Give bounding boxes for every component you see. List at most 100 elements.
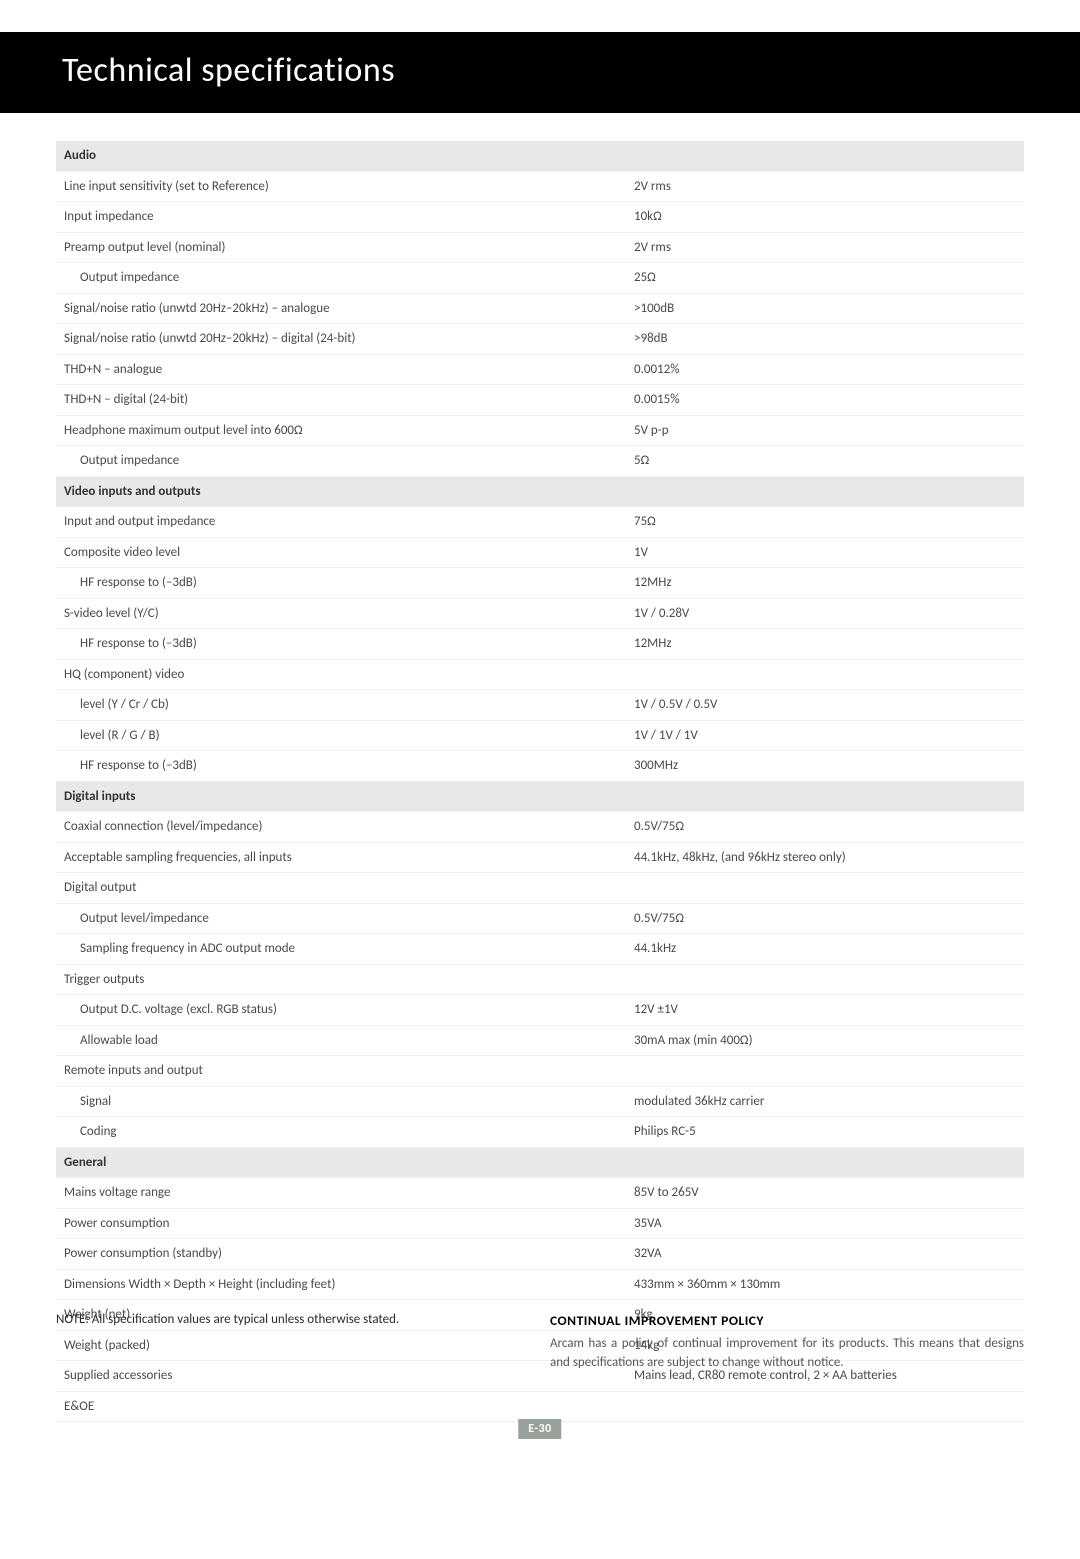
table-row: S-video level (Y/C)1V / 0.28V xyxy=(56,598,1024,629)
spec-label: THD+N – digital (24-bit) xyxy=(56,385,626,416)
spec-table: AudioLine input sensitivity (set to Refe… xyxy=(56,141,1024,1422)
spec-label: Acceptable sampling frequencies, all inp… xyxy=(56,842,626,873)
spec-value: 0.0012% xyxy=(626,354,1024,385)
table-row: Acceptable sampling frequencies, all inp… xyxy=(56,842,1024,873)
content: AudioLine input sensitivity (set to Refe… xyxy=(0,113,1080,1422)
spec-value: 12MHz xyxy=(626,568,1024,599)
spec-value: >100dB xyxy=(626,293,1024,324)
spec-label: Power consumption xyxy=(56,1208,626,1239)
spec-value: 5Ω xyxy=(626,446,1024,477)
spec-label: S-video level (Y/C) xyxy=(56,598,626,629)
table-row: HF response to (–3dB)12MHz xyxy=(56,629,1024,660)
spec-label: THD+N – analogue xyxy=(56,354,626,385)
table-row: Power consumption35VA xyxy=(56,1208,1024,1239)
table-row: THD+N – digital (24-bit)0.0015% xyxy=(56,385,1024,416)
footer-note: NOTE: All specification values are typic… xyxy=(56,1312,530,1373)
spec-value: Philips RC-5 xyxy=(626,1117,1024,1148)
spec-label: Output level/impedance xyxy=(56,903,626,934)
spec-value xyxy=(626,1391,1024,1422)
table-row: Preamp output level (nominal)2V rms xyxy=(56,232,1024,263)
spec-label: Line input sensitivity (set to Reference… xyxy=(56,171,626,202)
spec-value: 10kΩ xyxy=(626,202,1024,233)
policy-heading: CONTINUAL IMPROVEMENT POLICY xyxy=(550,1312,1024,1329)
table-row: Signalmodulated 36kHz carrier xyxy=(56,1086,1024,1117)
spec-label: Remote inputs and output xyxy=(56,1056,626,1087)
table-row: Allowable load30mA max (min 400Ω) xyxy=(56,1025,1024,1056)
spec-value: >98dB xyxy=(626,324,1024,355)
footer-policy: CONTINUAL IMPROVEMENT POLICY Arcam has a… xyxy=(550,1312,1024,1373)
spec-label: Mains voltage range xyxy=(56,1178,626,1209)
spec-label: HQ (component) video xyxy=(56,659,626,690)
policy-body: Arcam has a policy of continual improvem… xyxy=(550,1335,1024,1373)
spec-value: 25Ω xyxy=(626,263,1024,294)
spec-value: 5V p-p xyxy=(626,415,1024,446)
spec-value: 300MHz xyxy=(626,751,1024,782)
table-row: HF response to (–3dB)300MHz xyxy=(56,751,1024,782)
spec-value: 75Ω xyxy=(626,507,1024,538)
spec-value xyxy=(626,873,1024,904)
table-row: THD+N – analogue0.0012% xyxy=(56,354,1024,385)
spec-value xyxy=(626,964,1024,995)
section-title: Video inputs and outputs xyxy=(56,476,1024,507)
spec-value: 0.0015% xyxy=(626,385,1024,416)
spec-label: Power consumption (standby) xyxy=(56,1239,626,1270)
spec-label: Headphone maximum output level into 600Ω xyxy=(56,415,626,446)
spec-value: 0.5V/75Ω xyxy=(626,903,1024,934)
spec-label: Signal/noise ratio (unwtd 20Hz–20kHz) – … xyxy=(56,293,626,324)
table-row: Mains voltage range85V to 265V xyxy=(56,1178,1024,1209)
table-row: HQ (component) video xyxy=(56,659,1024,690)
table-row: Trigger outputs xyxy=(56,964,1024,995)
spec-label: Coaxial connection (level/impedance) xyxy=(56,812,626,843)
spec-value: modulated 36kHz carrier xyxy=(626,1086,1024,1117)
table-row: Input and output impedance75Ω xyxy=(56,507,1024,538)
table-row: level (Y / Cr / Cb)1V / 0.5V / 0.5V xyxy=(56,690,1024,721)
spec-label: E&OE xyxy=(56,1391,626,1422)
table-row: Signal/noise ratio (unwtd 20Hz–20kHz) – … xyxy=(56,324,1024,355)
table-row: Dimensions Width × Depth × Height (inclu… xyxy=(56,1269,1024,1300)
spec-value xyxy=(626,659,1024,690)
table-row: Power consumption (standby)32VA xyxy=(56,1239,1024,1270)
spec-label: Signal xyxy=(56,1086,626,1117)
table-row: E&OE xyxy=(56,1391,1024,1422)
section-head: General xyxy=(56,1147,1024,1178)
spec-label: HF response to (–3dB) xyxy=(56,568,626,599)
spec-label: Output impedance xyxy=(56,446,626,477)
spec-value: 12MHz xyxy=(626,629,1024,660)
table-row: Remote inputs and output xyxy=(56,1056,1024,1087)
spec-value: 1V xyxy=(626,537,1024,568)
table-row: HF response to (–3dB)12MHz xyxy=(56,568,1024,599)
spec-label: Dimensions Width × Depth × Height (inclu… xyxy=(56,1269,626,1300)
spec-value: 44.1kHz xyxy=(626,934,1024,965)
table-row: Digital output xyxy=(56,873,1024,904)
spec-label: HF response to (–3dB) xyxy=(56,629,626,660)
spec-label: Signal/noise ratio (unwtd 20Hz–20kHz) – … xyxy=(56,324,626,355)
section-title: General xyxy=(56,1147,1024,1178)
spec-value: 35VA xyxy=(626,1208,1024,1239)
page-number: E-30 xyxy=(518,1419,561,1439)
section-title: Digital inputs xyxy=(56,781,1024,812)
spec-label: Input impedance xyxy=(56,202,626,233)
table-row: Coaxial connection (level/impedance)0.5V… xyxy=(56,812,1024,843)
spec-label: level (R / G / B) xyxy=(56,720,626,751)
spec-value: 30mA max (min 400Ω) xyxy=(626,1025,1024,1056)
table-row: Headphone maximum output level into 600Ω… xyxy=(56,415,1024,446)
spec-label: Composite video level xyxy=(56,537,626,568)
table-row: Line input sensitivity (set to Reference… xyxy=(56,171,1024,202)
section-head: Audio xyxy=(56,141,1024,171)
spec-value: 12V ±1V xyxy=(626,995,1024,1026)
header-bar: Technical specifications xyxy=(0,32,1080,113)
footer: NOTE: All specification values are typic… xyxy=(56,1312,1024,1373)
table-row: Output D.C. voltage (excl. RGB status)12… xyxy=(56,995,1024,1026)
table-row: level (R / G / B)1V / 1V / 1V xyxy=(56,720,1024,751)
table-row: Output level/impedance0.5V/75Ω xyxy=(56,903,1024,934)
table-row: Sampling frequency in ADC output mode44.… xyxy=(56,934,1024,965)
table-row: Output impedance5Ω xyxy=(56,446,1024,477)
section-title: Audio xyxy=(56,141,1024,171)
table-row: Input impedance10kΩ xyxy=(56,202,1024,233)
spec-label: HF response to (–3dB) xyxy=(56,751,626,782)
table-row: Composite video level1V xyxy=(56,537,1024,568)
spec-value: 1V / 0.28V xyxy=(626,598,1024,629)
spec-label: Allowable load xyxy=(56,1025,626,1056)
spec-value: 433mm × 360mm × 130mm xyxy=(626,1269,1024,1300)
spec-value: 1V / 1V / 1V xyxy=(626,720,1024,751)
